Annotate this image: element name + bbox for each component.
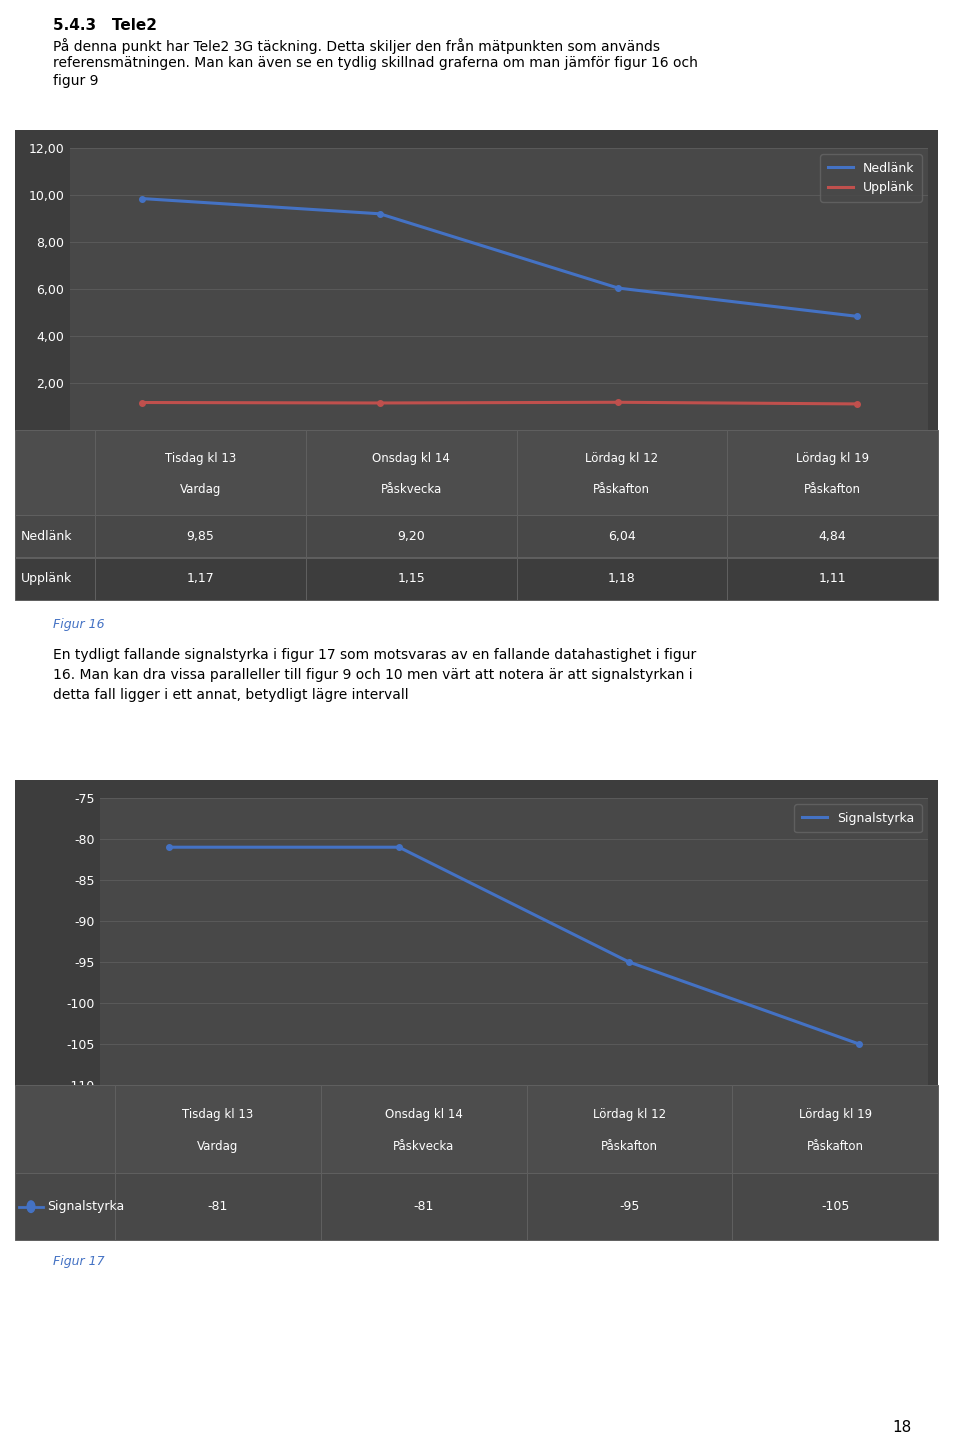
Text: 18: 18	[893, 1420, 912, 1435]
Text: En tydligt fallande signalstyrka i figur 17 som motsvaras av en fallande datahas: En tydligt fallande signalstyrka i figur…	[53, 647, 696, 662]
Text: 9,85: 9,85	[186, 529, 214, 542]
Text: Påskvecka: Påskvecka	[380, 483, 442, 496]
Legend: Nedlänk, Upplänk: Nedlänk, Upplänk	[820, 154, 922, 202]
Text: Figur 16: Figur 16	[53, 619, 105, 632]
Text: referensmätningen. Man kan även se en tydlig skillnad graferna om man jämför fig: referensmätningen. Man kan även se en ty…	[53, 56, 698, 71]
Text: Lördag kl 12: Lördag kl 12	[593, 1107, 666, 1120]
Text: Onsdag kl 14: Onsdag kl 14	[372, 451, 450, 464]
Text: 1,17: 1,17	[186, 572, 214, 585]
Text: Lördag kl 19: Lördag kl 19	[796, 451, 869, 464]
Text: 9,20: 9,20	[397, 529, 425, 542]
Text: detta fall ligger i ett annat, betydligt lägre intervall: detta fall ligger i ett annat, betydligt…	[53, 688, 408, 702]
Text: -81: -81	[414, 1200, 434, 1213]
Text: Påskafton: Påskafton	[804, 483, 861, 496]
Text: 1,18: 1,18	[608, 572, 636, 585]
Text: Påskafton: Påskafton	[593, 483, 650, 496]
Text: -95: -95	[619, 1200, 639, 1213]
Legend: Signalstyrka: Signalstyrka	[795, 805, 922, 832]
Text: 4,84: 4,84	[819, 529, 847, 542]
Text: Lördag kl 19: Lördag kl 19	[799, 1107, 872, 1120]
Text: På denna punkt har Tele2 3G täckning. Detta skiljer den från mätpunkten som anvä: På denna punkt har Tele2 3G täckning. De…	[53, 37, 660, 53]
Text: Påskvecka: Påskvecka	[393, 1141, 454, 1154]
Text: Tisdag kl 13: Tisdag kl 13	[182, 1107, 253, 1120]
Text: -105: -105	[821, 1200, 850, 1213]
Text: Signalstyrka (dBm): Signalstyrka (dBm)	[379, 761, 574, 780]
Text: Vardag: Vardag	[197, 1141, 239, 1154]
Text: Onsdag kl 14: Onsdag kl 14	[385, 1107, 463, 1120]
Text: Påskafton: Påskafton	[601, 1141, 658, 1154]
Text: 6,04: 6,04	[608, 529, 636, 542]
Text: figur 9: figur 9	[53, 74, 98, 88]
Text: Nedlänk: Nedlänk	[21, 529, 73, 542]
Text: Tisdag kl 13: Tisdag kl 13	[165, 451, 236, 464]
Text: Upplänk: Upplänk	[21, 572, 72, 585]
Text: 1,15: 1,15	[397, 572, 425, 585]
Text: 16. Man kan dra vissa paralleller till figur 9 och 10 men värt att notera är att: 16. Man kan dra vissa paralleller till f…	[53, 668, 692, 682]
Text: Vardag: Vardag	[180, 483, 221, 496]
Text: Datahastighet (Mbit/s): Datahastighet (Mbit/s)	[362, 112, 591, 130]
Text: -81: -81	[207, 1200, 228, 1213]
Text: Påskafton: Påskafton	[806, 1141, 864, 1154]
Text: Figur 17: Figur 17	[53, 1255, 105, 1268]
Text: Signalstyrka: Signalstyrka	[47, 1200, 124, 1213]
Text: 5.4.3   Tele2: 5.4.3 Tele2	[53, 17, 156, 33]
Text: Lördag kl 12: Lördag kl 12	[586, 451, 659, 464]
Text: 1,11: 1,11	[819, 572, 847, 585]
